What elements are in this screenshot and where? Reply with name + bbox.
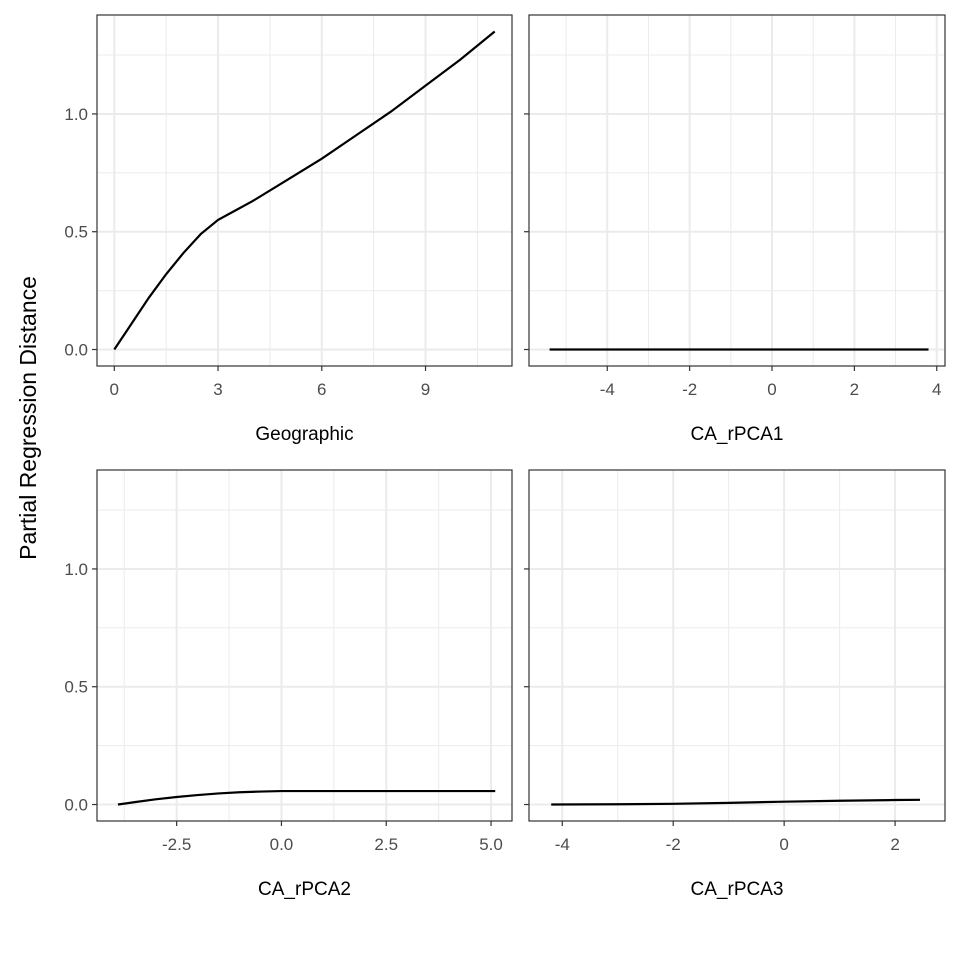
x-tick-label: 0.0 — [270, 835, 294, 854]
y-tick-label: 0.5 — [64, 678, 88, 697]
series-line-geographic — [113, 30, 496, 351]
y-tick-label: 1.0 — [64, 560, 88, 579]
x-axis-title-ca-rpca2: CA_rPCA2 — [258, 879, 351, 900]
x-tick-label: -2 — [682, 380, 697, 399]
panel-ca-rpca3: -4 -2 0 2 CA_rPCA3 — [524, 469, 946, 900]
x-tick-label: 5.0 — [479, 835, 503, 854]
panel-border — [528, 14, 946, 367]
series-line-ca-rpca2 — [117, 789, 496, 806]
y-tick-label: 0.0 — [64, 796, 88, 815]
panel-border — [528, 469, 946, 822]
panel-ca-rpca2: -2.5 0.0 2.5 5.0 0.0 0.5 1.0 CA_rPCA2 — [64, 469, 513, 900]
x-axis-title-ca-rpca1: CA_rPCA1 — [691, 424, 784, 445]
x-tick-label: 6 — [317, 380, 326, 399]
x-tick-label: 4 — [932, 380, 941, 399]
series-line-ca-rpca3 — [551, 798, 921, 806]
y-axis-title: Partial Regression Distance — [15, 276, 41, 560]
x-tick-label: 2.5 — [374, 835, 398, 854]
panel-geographic: 0 3 6 9 0.0 0.5 1.0 Geographic — [64, 14, 513, 445]
x-tick-label: -2 — [666, 835, 681, 854]
panel-border — [96, 14, 513, 367]
x-tick-label: 0 — [110, 380, 119, 399]
x-tick-label: -4 — [600, 380, 615, 399]
x-tick-label: -4 — [555, 835, 570, 854]
y-tick-label: 1.0 — [64, 105, 88, 124]
y-tick-label: 0.0 — [64, 341, 88, 360]
x-axis-title-ca-rpca3: CA_rPCA3 — [691, 879, 784, 900]
x-axis-title-geographic: Geographic — [255, 424, 353, 445]
panel-ca-rpca1: -4 -2 0 2 4 CA_rPCA1 — [524, 14, 946, 445]
x-tick-label: 0 — [779, 835, 788, 854]
y-tick-label: 0.5 — [64, 223, 88, 242]
panel-border — [96, 469, 513, 822]
x-tick-label: 3 — [213, 380, 222, 399]
x-tick-label: 9 — [421, 380, 430, 399]
x-tick-label: 2 — [890, 835, 899, 854]
x-tick-label: 0 — [767, 380, 776, 399]
x-tick-label: 2 — [850, 380, 859, 399]
panels: 0 3 6 9 0.0 0.5 1.0 Geographic -4 -2 0 2 4 CA_rPCA1 -2… — [64, 14, 946, 900]
x-tick-label: -2.5 — [162, 835, 191, 854]
